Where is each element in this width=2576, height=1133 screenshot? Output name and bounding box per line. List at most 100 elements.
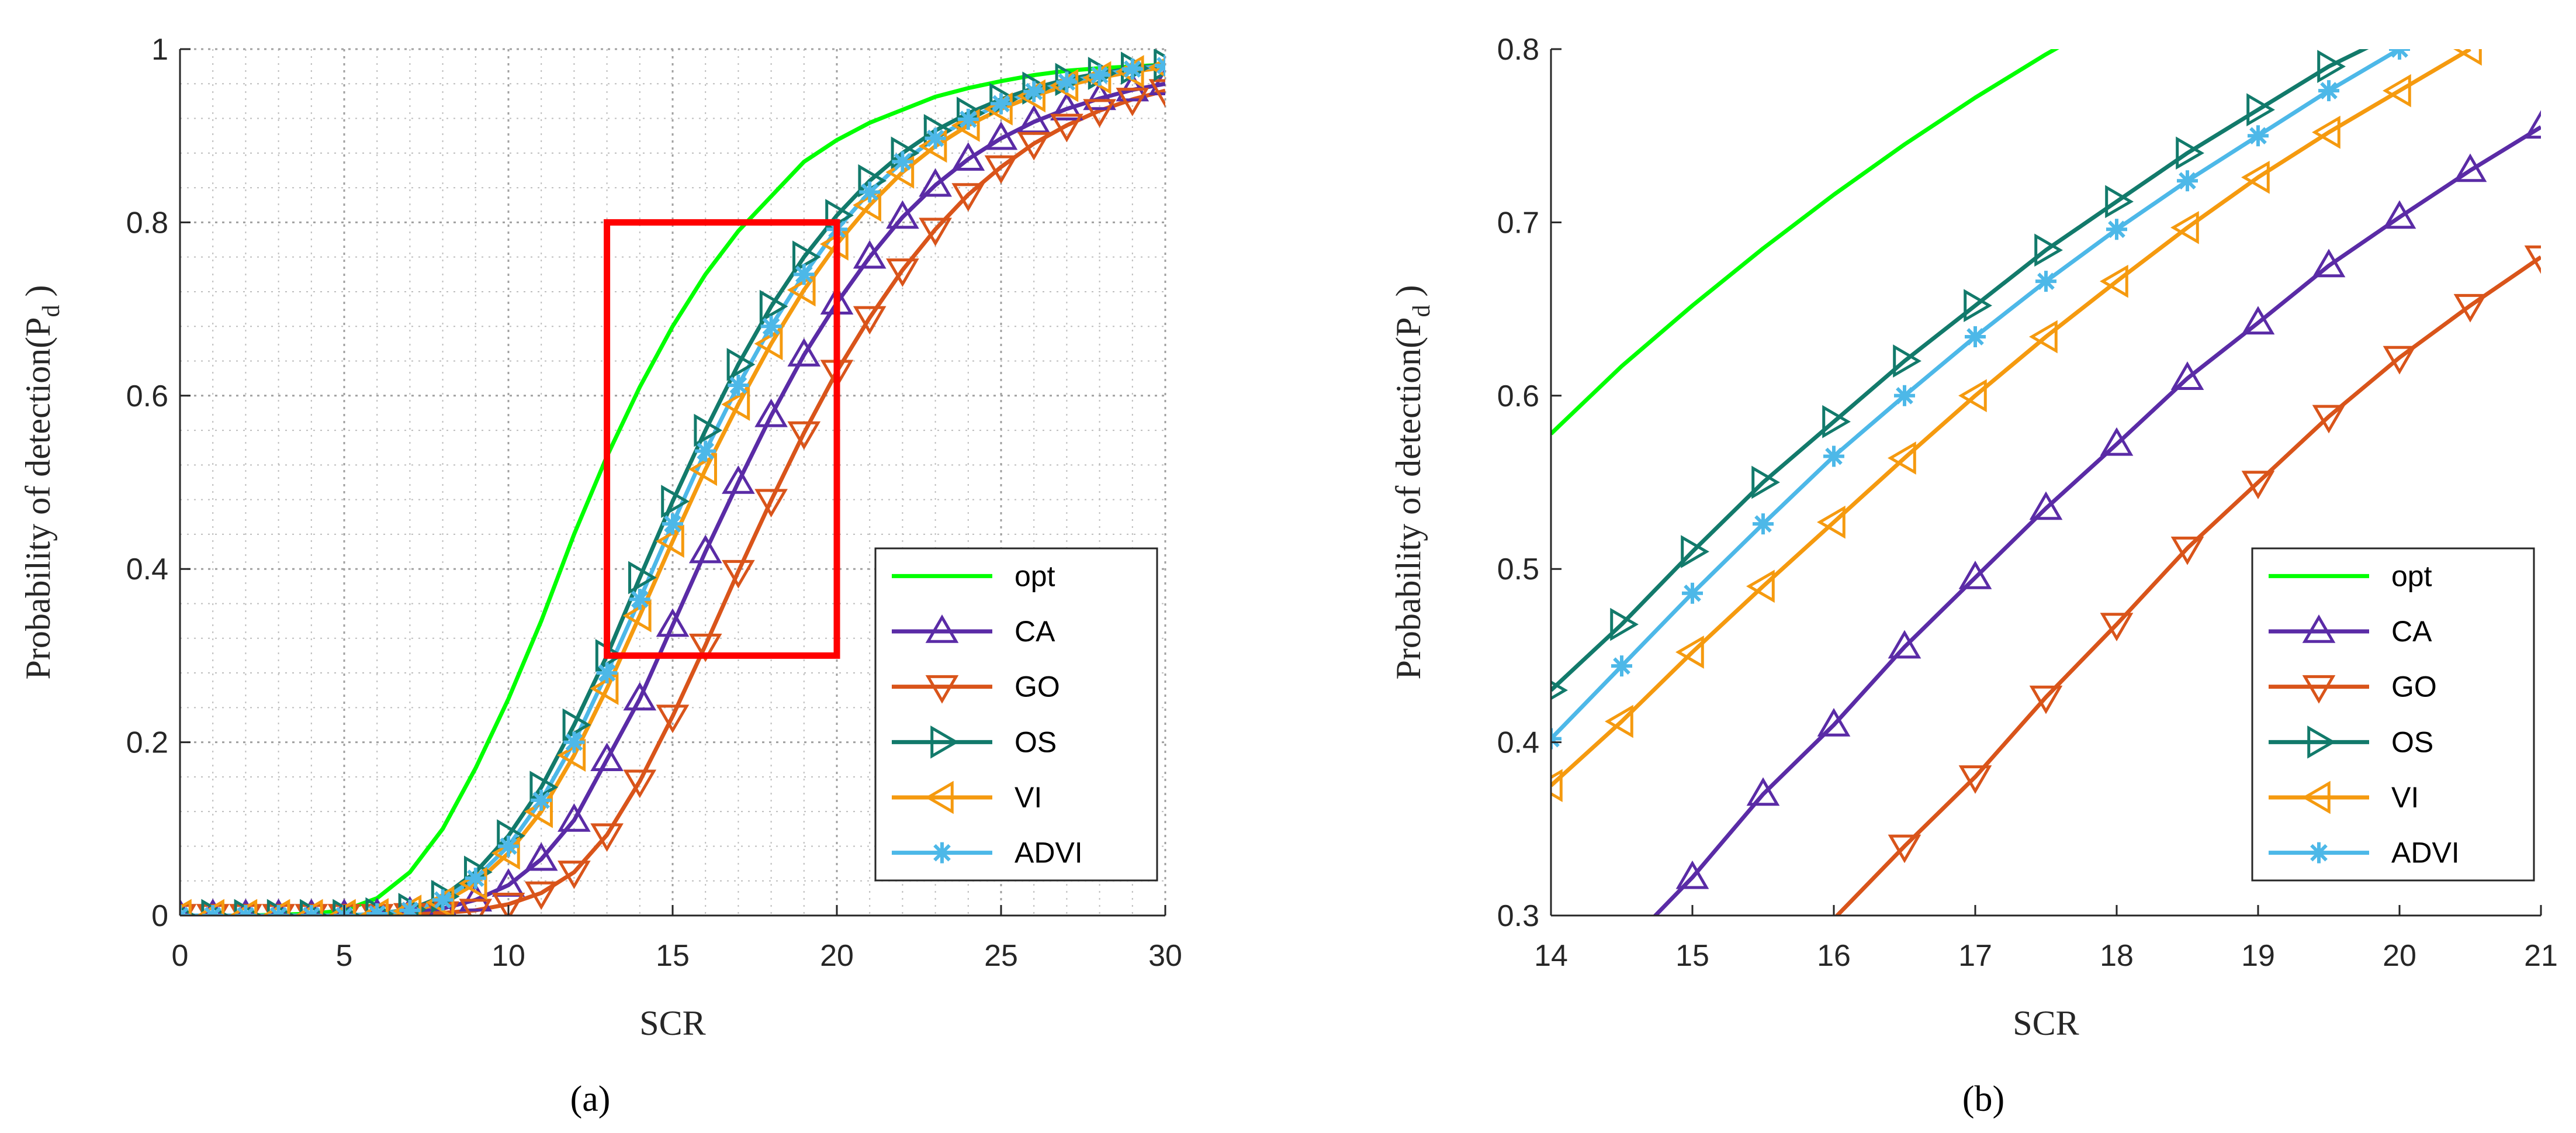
marker-ADVI xyxy=(793,264,815,285)
y-axis-label: Probability of detection(Pd) xyxy=(19,285,65,680)
marker-VI xyxy=(1148,57,1165,77)
marker-OS xyxy=(1681,535,1709,568)
marker-CA xyxy=(886,200,919,229)
marker-CA xyxy=(754,398,788,427)
marker-CA xyxy=(2029,491,2063,520)
marker-OS xyxy=(562,708,591,742)
legend-label-CA: CA xyxy=(1015,615,1055,648)
x-axis-label: SCR xyxy=(2013,1004,2079,1042)
marker-CA xyxy=(722,465,755,494)
marker-VI xyxy=(754,327,783,361)
legend-marker-VI xyxy=(2302,780,2331,814)
marker-CA xyxy=(236,899,256,916)
series-line-OS xyxy=(1551,49,2369,692)
marker-CA xyxy=(180,899,190,916)
marker-CA xyxy=(524,842,558,871)
x-tick-label: 15 xyxy=(656,939,690,973)
y-tick-label: 0.8 xyxy=(1497,33,1539,67)
marker-VI xyxy=(1817,505,1846,539)
marker-ADVI xyxy=(465,868,486,889)
marker-OS xyxy=(1822,405,1851,438)
chart-panel-a: 0 5 10 15 20 25 30 0 0.2 0.4 0.6 0.8 1 SCR Probability… xyxy=(19,33,1182,1042)
legend-marker-GO xyxy=(2302,675,2336,704)
marker-GO xyxy=(787,421,821,450)
zoom-box xyxy=(604,219,840,659)
marker-CA xyxy=(2312,248,2346,278)
caption-b: (b) xyxy=(1962,1079,2004,1119)
marker-VI xyxy=(2312,115,2340,149)
marker-ADVI xyxy=(1155,55,1165,77)
marker-CA xyxy=(2100,427,2134,456)
marker-GO xyxy=(1888,834,1921,863)
x-axis-label: SCR xyxy=(639,1004,705,1042)
marker-GO xyxy=(688,633,722,662)
marker-ADVI xyxy=(1753,513,1774,535)
legend-label-CA: CA xyxy=(2391,615,2432,648)
y-tick-label: 0 xyxy=(151,899,168,933)
marker-ADVI xyxy=(629,589,650,610)
marker-OS xyxy=(792,240,821,274)
marker-CA xyxy=(2170,361,2204,390)
marker-VI xyxy=(721,388,750,421)
marker-GO xyxy=(2241,471,2275,499)
marker-GO xyxy=(2383,346,2416,375)
marker-GO xyxy=(722,559,755,589)
y-tick-label: 0.3 xyxy=(1497,899,1539,933)
legend-label-GO: GO xyxy=(2391,671,2437,703)
legend-label-GO: GO xyxy=(1015,671,1060,703)
legend-label-VI: VI xyxy=(2391,781,2419,814)
marker-VI xyxy=(656,524,684,558)
marker-GO xyxy=(491,892,525,916)
marker-CA xyxy=(1675,860,1709,889)
marker-CA xyxy=(1050,92,1083,121)
marker-CA xyxy=(688,534,722,564)
marker-VI xyxy=(2170,210,2199,244)
y-tick-label: 0.4 xyxy=(1497,726,1539,760)
marker-VI xyxy=(2029,320,2058,354)
marker-GO xyxy=(623,769,657,799)
marker-ADVI xyxy=(531,789,552,811)
marker-ADVI xyxy=(695,440,716,462)
marker-GO xyxy=(919,217,952,247)
marker-OS xyxy=(2105,185,2134,219)
marker-OS xyxy=(1893,344,1921,378)
marker-ADVI xyxy=(596,662,618,684)
marker-OS xyxy=(180,906,197,916)
y-tick-label: 0.7 xyxy=(1497,206,1539,240)
legend-label-opt: opt xyxy=(1015,559,1055,592)
marker-ADVI xyxy=(925,127,946,149)
marker-CA xyxy=(1817,707,1851,737)
marker-CA xyxy=(787,338,821,367)
marker-OS xyxy=(300,899,328,916)
marker-ADVI xyxy=(1894,385,1915,406)
marker-ADVI xyxy=(957,109,979,130)
marker-OS xyxy=(694,413,723,447)
marker-GO xyxy=(2312,405,2346,434)
marker-CA xyxy=(951,142,985,171)
marker-OS xyxy=(1551,680,1568,700)
chart-panel-b: 14 15 16 17 18 19 20 21 0.3 0.4 0.5 0.6 0.7 0.8 SCR Pro… xyxy=(1389,33,2558,1042)
legend-marker-CA xyxy=(2302,614,2336,643)
marker-CA xyxy=(1888,630,1921,659)
marker-GO xyxy=(2170,536,2204,565)
marker-CA xyxy=(2524,110,2541,139)
x-tick-label: 19 xyxy=(2241,939,2275,973)
marker-VI xyxy=(327,899,356,916)
marker-ADVI xyxy=(2035,271,2056,292)
marker-VI xyxy=(590,672,619,706)
marker-ADVI xyxy=(1682,582,1703,604)
y-tick-label: 0.6 xyxy=(126,379,168,413)
x-tick-label: 15 xyxy=(1675,939,1709,973)
series-line-GO xyxy=(1834,255,2541,916)
legend-marker-ADVI xyxy=(932,842,953,863)
legend-label-VI: VI xyxy=(1015,781,1042,814)
y-axis-label-end: ) xyxy=(1389,285,1428,297)
marker-ADVI xyxy=(2318,80,2339,102)
marker-ADVI xyxy=(760,316,782,337)
marker-GO xyxy=(459,899,493,916)
legend-marker-ADVI xyxy=(2308,842,2329,863)
x-tick-label: 5 xyxy=(336,939,353,973)
legend-label-ADVI: ADVI xyxy=(2391,837,2460,869)
y-tick-label: 0.5 xyxy=(1497,552,1539,586)
marker-ADVI xyxy=(1023,81,1045,102)
